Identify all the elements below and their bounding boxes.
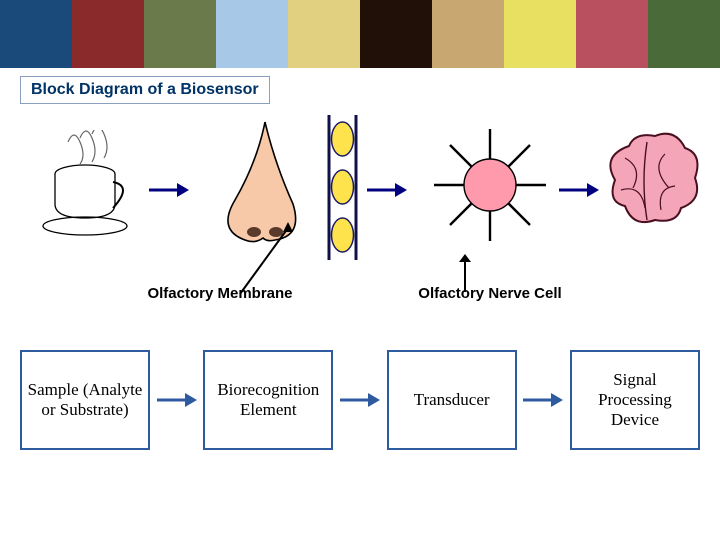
block-biorecog: Biorecognition Element [203, 350, 333, 450]
banner-tile [72, 0, 144, 68]
arrow-icon [559, 180, 599, 200]
arrow-icon [157, 390, 197, 410]
banner-tile [216, 0, 288, 68]
banner-tile [144, 0, 216, 68]
banner-tile [0, 0, 72, 68]
banner-tile [648, 0, 720, 68]
coffee-cup-icon [40, 130, 135, 245]
banner-tile [288, 0, 360, 68]
banner-tile [576, 0, 648, 68]
brain-icon [595, 130, 700, 240]
section-title: Block Diagram of a Biosensor [20, 76, 270, 104]
arrow-icon [367, 180, 407, 200]
arrow-icon [523, 390, 563, 410]
membrane-label: Olfactory Membrane [120, 285, 320, 302]
neuron-icon [430, 125, 550, 250]
arrow-icon [149, 180, 189, 200]
block-diagram-row: Sample (Analyte or Substrate) Biorecognit… [20, 345, 700, 455]
arrow-icon [340, 390, 380, 410]
membrane-icon [325, 115, 360, 265]
banner-tile [360, 0, 432, 68]
block-signal: Signal Processing Device [570, 350, 700, 450]
neuron-label: Olfactory Nerve Cell [390, 285, 590, 302]
block-sample: Sample (Analyte or Substrate) [20, 350, 150, 450]
block-transducer: Transducer [387, 350, 517, 450]
analogy-row [25, 120, 695, 280]
banner-tile [504, 0, 576, 68]
top-banner [0, 0, 720, 68]
banner-tile [432, 0, 504, 68]
